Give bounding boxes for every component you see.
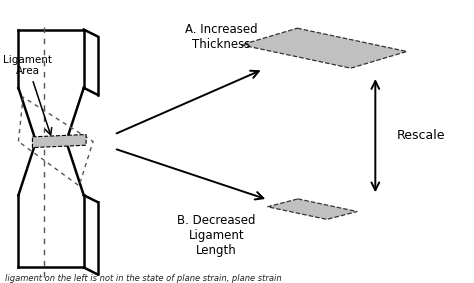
Text: ligament on the left is not in the state of plane strain, plane strain: ligament on the left is not in the state…: [5, 274, 282, 283]
Text: Ligament
Area: Ligament Area: [3, 55, 52, 135]
Polygon shape: [241, 28, 407, 68]
Text: A. Increased
Thickness: A. Increased Thickness: [185, 23, 258, 51]
Polygon shape: [267, 199, 357, 219]
Text: Rescale: Rescale: [396, 129, 445, 142]
Polygon shape: [32, 134, 86, 147]
Text: B. Decreased
Ligament
Length: B. Decreased Ligament Length: [177, 214, 256, 257]
